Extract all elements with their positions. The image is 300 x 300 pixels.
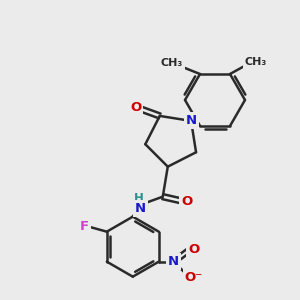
Text: CH₃: CH₃ [161, 58, 183, 68]
Text: O: O [181, 195, 192, 208]
Text: CH₃: CH₃ [245, 57, 267, 67]
Text: N: N [185, 114, 197, 128]
Text: F: F [80, 220, 89, 233]
Text: N: N [168, 255, 179, 268]
Text: N: N [135, 202, 146, 215]
Text: O⁻: O⁻ [184, 271, 203, 284]
Text: H: H [134, 192, 144, 205]
Text: O: O [188, 243, 200, 256]
Text: O: O [130, 101, 141, 114]
